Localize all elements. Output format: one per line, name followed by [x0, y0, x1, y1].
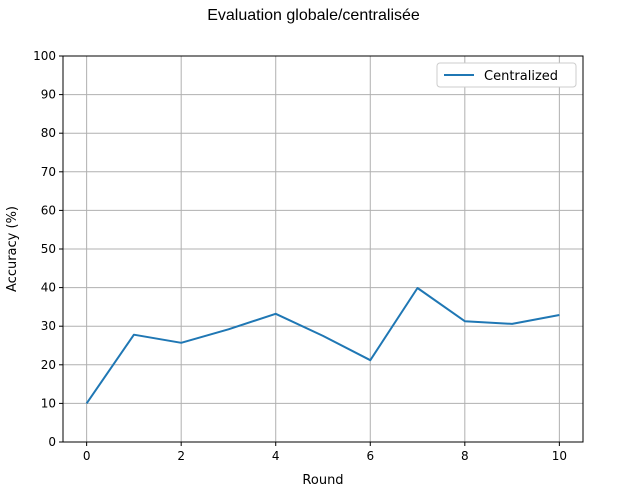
y-tick-label: 40: [41, 281, 56, 295]
x-tick-label: 0: [83, 449, 91, 463]
series-line-0: [85, 287, 560, 404]
legend-entry-label: Centralized: [484, 69, 558, 84]
y-tick-label: 0: [48, 435, 56, 449]
legend: Centralized: [436, 62, 577, 88]
legend-box: [436, 62, 577, 88]
grid: [63, 55, 583, 443]
y-tick-label: 90: [41, 88, 56, 102]
y-tick-label: 100: [33, 49, 56, 63]
x-tick-label: 10: [552, 449, 567, 463]
y-tick-label: 60: [41, 203, 56, 217]
y-axis-label: Accuracy (%): [5, 206, 20, 292]
x-tick-label: 4: [272, 449, 280, 463]
x-tick-label: 2: [177, 449, 185, 463]
y-tick-label: 70: [41, 165, 56, 179]
x-tick-label: 8: [461, 449, 469, 463]
y-tick-label: 30: [41, 319, 56, 333]
x-axis-label: Round: [302, 473, 343, 488]
y-tick-label: 80: [41, 126, 56, 140]
y-tick-label: 50: [41, 242, 56, 256]
y-tick-label: 20: [41, 358, 56, 372]
x-tick-label: 6: [366, 449, 374, 463]
y-tick-label: 10: [41, 396, 56, 410]
chart-title: Evaluation globale/centralisée: [207, 7, 420, 24]
series-layer: [85, 287, 560, 404]
